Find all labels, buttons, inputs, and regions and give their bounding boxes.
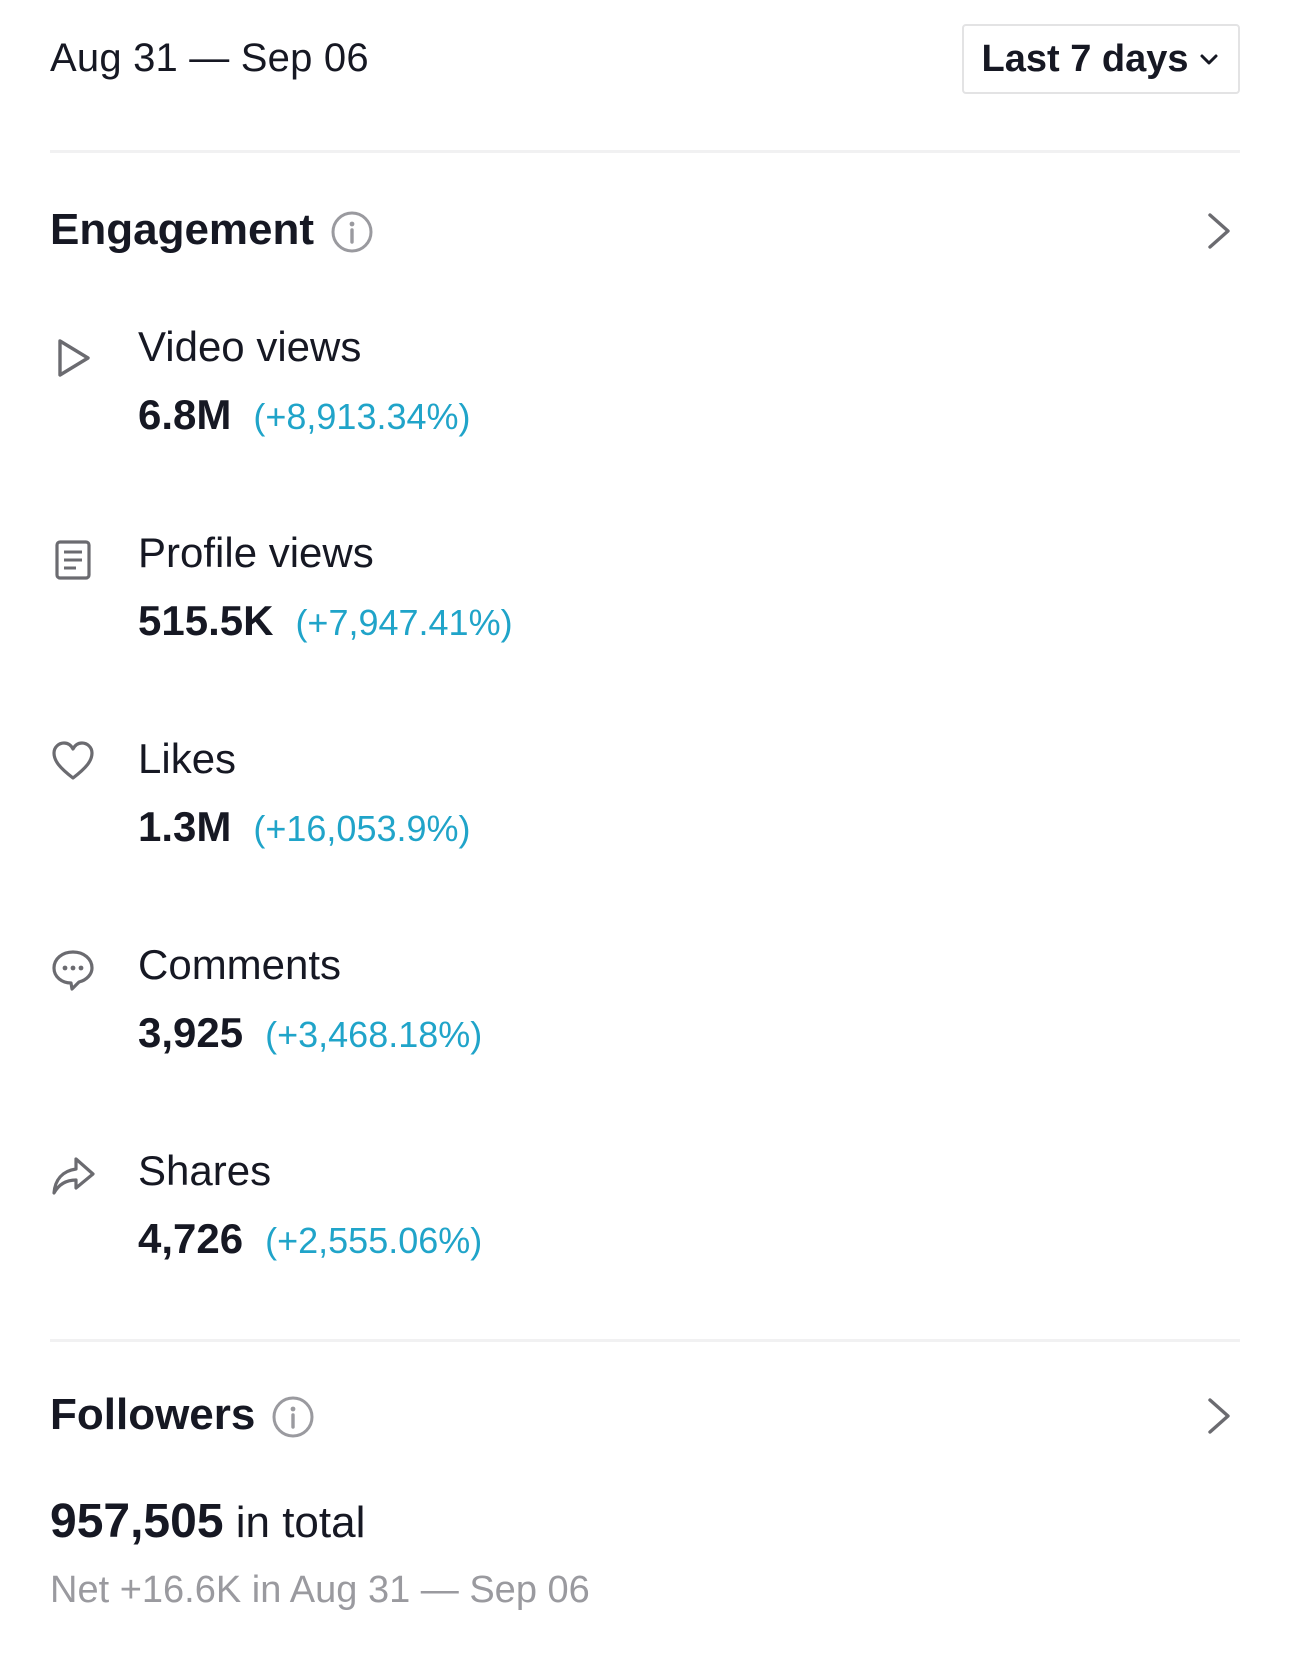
followers-title: Followers bbox=[50, 1390, 256, 1439]
period-dropdown[interactable]: Last 7 days bbox=[962, 24, 1240, 94]
followers-total: 957,505 in total bbox=[50, 1494, 1240, 1549]
metric-value: 3,925 bbox=[138, 1009, 244, 1056]
profile-page-icon bbox=[55, 540, 91, 580]
comment-icon bbox=[52, 950, 94, 991]
metric-label: Comments bbox=[138, 941, 342, 988]
followers-net-change: Net +16.6K in Aug 31 — Sep 06 bbox=[50, 1569, 590, 1611]
engagement-title: Engagement bbox=[50, 205, 315, 254]
metric-likes[interactable]: Likes 1.3M (+16,053.9%) bbox=[50, 733, 1240, 939]
date-range-bar: Aug 31 — Sep 06 Last 7 days bbox=[50, 0, 1240, 153]
analytics-overview: Aug 31 — Sep 06 Last 7 days Engagement V… bbox=[50, 0, 1240, 1612]
engagement-metrics: Video views 6.8M (+8,913.34%) Profile vi… bbox=[50, 321, 1240, 1351]
play-icon bbox=[58, 339, 90, 377]
metric-profile-views[interactable]: Profile views 515.5K (+7,947.41%) bbox=[50, 527, 1240, 733]
info-icon[interactable] bbox=[330, 210, 374, 254]
chevron-down-icon bbox=[1200, 54, 1217, 65]
metric-value-row: 515.5K (+7,947.41%) bbox=[138, 597, 1240, 645]
followers-total-value: 957,505 bbox=[50, 1495, 224, 1548]
metric-comments[interactable]: Comments 3,925 (+3,468.18%) bbox=[50, 939, 1240, 1145]
share-icon bbox=[52, 1157, 95, 1195]
metric-value: 6.8M bbox=[138, 391, 232, 438]
metric-value-row: 1.3M (+16,053.9%) bbox=[138, 803, 1240, 851]
period-dropdown-label: Last 7 days bbox=[981, 37, 1189, 80]
section-divider bbox=[50, 1339, 1240, 1342]
metric-change: (+2,555.06%) bbox=[265, 1220, 483, 1261]
chevron-right-icon[interactable] bbox=[1196, 207, 1240, 255]
metric-value: 4,726 bbox=[138, 1215, 244, 1262]
metric-label: Shares bbox=[138, 1147, 272, 1194]
date-range-label: Aug 31 — Sep 06 bbox=[50, 36, 369, 80]
metric-value-row: 3,925 (+3,468.18%) bbox=[138, 1009, 1240, 1057]
metric-video-views[interactable]: Video views 6.8M (+8,913.34%) bbox=[50, 321, 1240, 527]
metric-label: Video views bbox=[138, 323, 362, 370]
metric-shares[interactable]: Shares 4,726 (+2,555.06%) bbox=[50, 1145, 1240, 1351]
heart-icon bbox=[52, 741, 94, 780]
metric-value: 1.3M bbox=[138, 803, 232, 850]
followers-total-suffix: in total bbox=[223, 1498, 366, 1547]
metric-change: (+3,468.18%) bbox=[265, 1014, 483, 1055]
metric-label: Profile views bbox=[138, 529, 374, 576]
metric-value-row: 6.8M (+8,913.34%) bbox=[138, 391, 1240, 439]
metric-label: Likes bbox=[138, 735, 237, 782]
chevron-right-icon[interactable] bbox=[1196, 1392, 1240, 1440]
engagement-header[interactable]: Engagement bbox=[50, 195, 1240, 265]
followers-header[interactable]: Followers bbox=[50, 1380, 1240, 1450]
info-icon[interactable] bbox=[271, 1395, 315, 1439]
metric-value-row: 4,726 (+2,555.06%) bbox=[138, 1215, 1240, 1263]
metric-value: 515.5K bbox=[138, 597, 274, 644]
metric-change: (+16,053.9%) bbox=[253, 808, 471, 849]
metric-change: (+8,913.34%) bbox=[253, 396, 471, 437]
metric-change: (+7,947.41%) bbox=[295, 602, 513, 643]
